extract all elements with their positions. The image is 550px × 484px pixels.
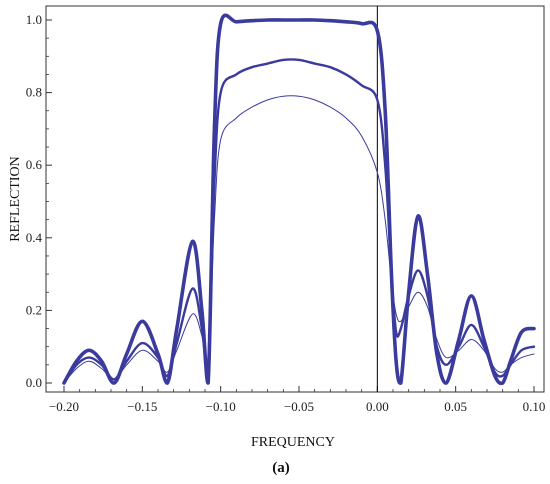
y-tick-label: 1.0 bbox=[26, 12, 42, 27]
y-axis-label: REFLECTION bbox=[8, 156, 23, 242]
y-tick-label: 0.4 bbox=[26, 230, 43, 245]
series-line-medium bbox=[62, 58, 536, 385]
y-tick-label: 0.2 bbox=[26, 302, 42, 317]
series-line-thin bbox=[63, 95, 535, 384]
series-line-thick bbox=[62, 13, 536, 386]
x-axis-ticks: −0.20 −0.15 −0.10 −0.05 0.00 0.05 0.10 bbox=[49, 386, 545, 414]
x-tick-label: 0.00 bbox=[366, 399, 389, 414]
y-axis-ticks: 0.0 0.2 0.4 0.6 0.8 1.0 bbox=[26, 12, 52, 390]
y-tick-label: 0.6 bbox=[26, 157, 43, 172]
x-tick-label: 0.05 bbox=[444, 399, 467, 414]
y-tick-label: 0.8 bbox=[26, 85, 42, 100]
x-tick-label: −0.20 bbox=[49, 399, 79, 414]
x-tick-label: 0.10 bbox=[523, 399, 546, 414]
y-tick-label: 0.0 bbox=[26, 375, 42, 390]
x-tick-label: −0.15 bbox=[127, 399, 157, 414]
plot-frame bbox=[45, 5, 545, 393]
series-lines bbox=[62, 13, 536, 386]
panel-label: (a) bbox=[272, 460, 290, 476]
x-tick-label: −0.05 bbox=[284, 399, 314, 414]
x-axis-label: FREQUENCY bbox=[251, 435, 335, 450]
x-tick-label: −0.10 bbox=[206, 399, 236, 414]
